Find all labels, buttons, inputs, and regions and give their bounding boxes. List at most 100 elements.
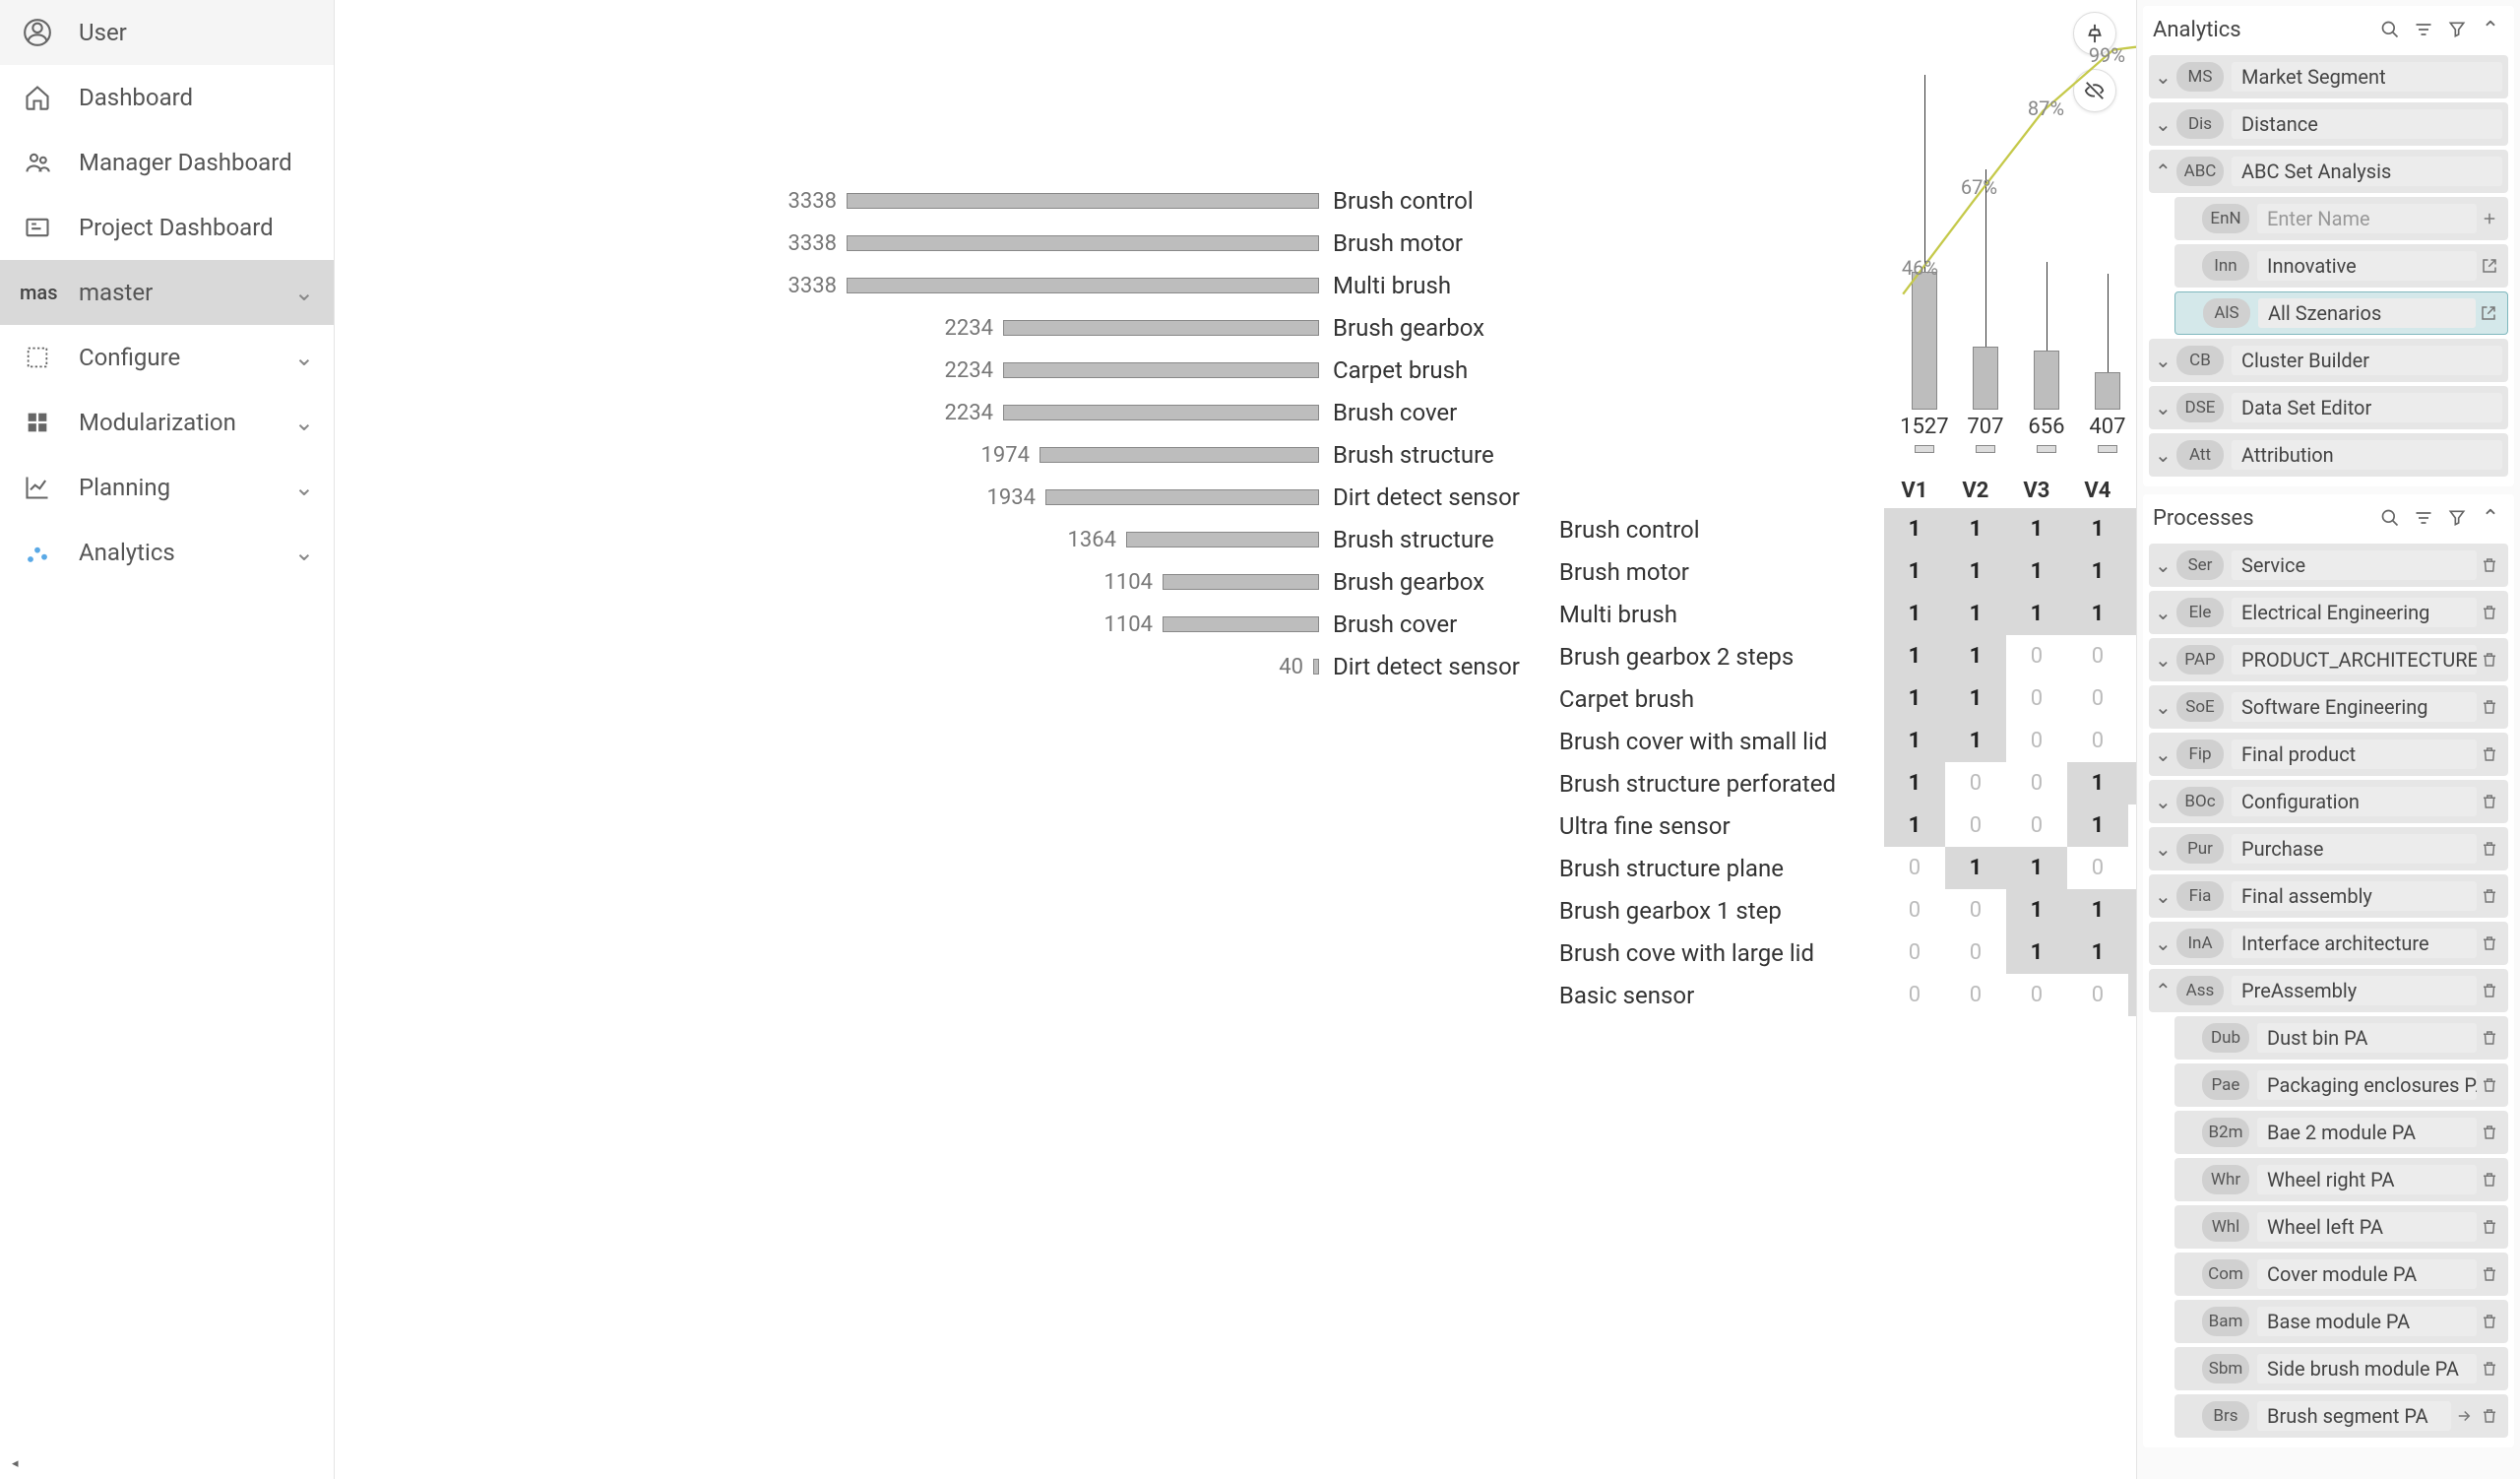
expand-icon[interactable]: ⌄ xyxy=(2155,396,2176,419)
tree-label: Wheel left PA xyxy=(2257,1212,2477,1242)
trash-icon[interactable] xyxy=(2477,1407,2502,1425)
trash-icon[interactable] xyxy=(2477,1313,2502,1330)
tree-item-pap[interactable]: ⌄ PAP PRODUCT_ARCHITECTURE Proc... xyxy=(2149,638,2508,681)
expand-icon[interactable]: ⌄ xyxy=(2155,790,2176,813)
expand-icon[interactable]: ⌄ xyxy=(2155,112,2176,136)
sidebar-group-modularization[interactable]: Modularization ⌄ xyxy=(0,390,334,455)
collapse-sidebar-button[interactable]: ◂ xyxy=(12,1456,19,1471)
collapse-icon[interactable]: ⌃ xyxy=(2477,16,2504,43)
trash-icon[interactable] xyxy=(2477,1171,2502,1189)
sidebar-item-manager-dashboard[interactable]: Manager Dashboard xyxy=(0,130,334,195)
sort-icon[interactable] xyxy=(2410,16,2437,43)
tree-item-als[interactable]: AlS All Szenarios xyxy=(2174,291,2508,335)
expand-icon[interactable]: ⌄ xyxy=(2155,65,2176,89)
expand-icon[interactable]: ⌄ xyxy=(2155,648,2176,672)
sidebar-group-configure[interactable]: Configure ⌄ xyxy=(0,325,334,390)
tree-item-abc[interactable]: ⌃ ABC ABC Set Analysis xyxy=(2149,150,2508,193)
expand-icon[interactable]: ⌃ xyxy=(2155,979,2176,1002)
matrix-row: Multi brush 11111 xyxy=(1559,593,2136,635)
open-icon[interactable] xyxy=(2477,257,2502,275)
tree-item-bam[interactable]: Bam Base module PA xyxy=(2174,1300,2508,1343)
tree-label[interactable]: Enter Name xyxy=(2257,204,2477,233)
tree-item-ass[interactable]: ⌃ Ass PreAssembly xyxy=(2149,969,2508,1012)
trash-icon[interactable] xyxy=(2477,1029,2502,1047)
collapse-icon[interactable]: ⌃ xyxy=(2477,504,2504,532)
tree-item-ser[interactable]: ⌄ Ser Service xyxy=(2149,544,2508,587)
tree-item-ina[interactable]: ⌄ InA Interface architecture xyxy=(2149,922,2508,965)
filter-icon[interactable] xyxy=(2443,16,2471,43)
expand-icon[interactable]: ⌄ xyxy=(2155,884,2176,908)
search-icon[interactable] xyxy=(2376,16,2404,43)
tree-abbr: PAP xyxy=(2176,645,2224,675)
matrix-cell: 0 xyxy=(2006,720,2067,762)
expand-icon[interactable]: ⌄ xyxy=(2155,742,2176,766)
sort-icon[interactable] xyxy=(2410,504,2437,532)
trash-icon[interactable] xyxy=(2477,1076,2502,1094)
tree-item-soe[interactable]: ⌄ SoE Software Engineering xyxy=(2149,685,2508,729)
trash-icon[interactable] xyxy=(2477,745,2502,763)
expand-icon[interactable]: ⌄ xyxy=(2155,349,2176,372)
tree-item-whl[interactable]: Whl Wheel left PA xyxy=(2174,1205,2508,1249)
expand-icon[interactable]: ⌄ xyxy=(2155,443,2176,467)
sidebar-item-project-dashboard[interactable]: Project Dashboard xyxy=(0,195,334,260)
trash-icon[interactable] xyxy=(2477,698,2502,716)
trash-icon[interactable] xyxy=(2477,1360,2502,1378)
tree-item-com[interactable]: Com Cover module PA xyxy=(2174,1253,2508,1296)
hbar-value: 3338 xyxy=(738,189,837,214)
trash-icon[interactable] xyxy=(2477,651,2502,669)
matrix-cell: 1 xyxy=(2067,550,2128,593)
trash-icon[interactable] xyxy=(2477,982,2502,999)
trash-icon[interactable] xyxy=(2477,604,2502,621)
sidebar-group-analytics[interactable]: Analytics ⌄ xyxy=(0,520,334,585)
tree-item-pae[interactable]: Pae Packaging enclosures PA xyxy=(2174,1063,2508,1107)
trash-icon[interactable] xyxy=(2477,793,2502,810)
tree-item-fia[interactable]: ⌄ Fia Final assembly xyxy=(2149,874,2508,918)
trash-icon[interactable] xyxy=(2477,1124,2502,1141)
tree-item-ms[interactable]: ⌄ MS Market Segment xyxy=(2149,55,2508,98)
tree-label: Service xyxy=(2232,550,2477,580)
trash-icon[interactable] xyxy=(2477,887,2502,905)
matrix-header: V1 xyxy=(1884,473,1945,508)
filter-icon[interactable] xyxy=(2443,504,2471,532)
tree-item-inn[interactable]: Inn Innovative xyxy=(2174,244,2508,288)
tree-item-boc[interactable]: ⌄ BOc Configuration xyxy=(2149,780,2508,823)
chevron-down-icon: ⌄ xyxy=(294,279,314,306)
expand-icon[interactable]: ⌄ xyxy=(2155,695,2176,719)
tree-item-ele[interactable]: ⌄ Ele Electrical Engineering xyxy=(2149,591,2508,634)
tree-item-b2m[interactable]: B2m Bae 2 module PA xyxy=(2174,1111,2508,1154)
tree-item-att[interactable]: ⌄ Att Attribution xyxy=(2149,433,2508,477)
expand-icon[interactable]: ⌄ xyxy=(2155,553,2176,577)
arrow-icon[interactable] xyxy=(2451,1407,2477,1425)
tree-item-sbm[interactable]: Sbm Side brush module PA xyxy=(2174,1347,2508,1390)
tree-item-fip[interactable]: ⌄ Fip Final product xyxy=(2149,733,2508,776)
expand-icon[interactable]: ⌄ xyxy=(2155,837,2176,861)
tree-abbr: InA xyxy=(2176,929,2224,958)
tree-item-cb[interactable]: ⌄ CB Cluster Builder xyxy=(2149,339,2508,382)
sidebar-item-dashboard[interactable]: Dashboard xyxy=(0,65,334,130)
matrix-cell: 0 xyxy=(1945,889,2006,932)
sidebar-item-master[interactable]: mas master ⌄ xyxy=(0,260,334,325)
trash-icon[interactable] xyxy=(2477,1218,2502,1236)
tree-abbr: Ser xyxy=(2176,550,2224,580)
search-icon[interactable] xyxy=(2376,504,2404,532)
tree-item-enn[interactable]: EnN Enter Name xyxy=(2174,197,2508,240)
configure-icon xyxy=(20,340,55,375)
trash-icon[interactable] xyxy=(2477,1265,2502,1283)
user-menu[interactable]: User xyxy=(0,0,334,65)
plus-icon[interactable] xyxy=(2477,210,2502,227)
tree-item-dis[interactable]: ⌄ Dis Distance xyxy=(2149,102,2508,146)
hbar-label: Brush structure xyxy=(1333,441,1494,469)
open-icon[interactable] xyxy=(2476,304,2501,322)
expand-icon[interactable]: ⌄ xyxy=(2155,932,2176,955)
tree-item-dse[interactable]: ⌄ DSE Data Set Editor xyxy=(2149,386,2508,429)
tree-item-pur[interactable]: ⌄ Pur Purchase xyxy=(2149,827,2508,870)
trash-icon[interactable] xyxy=(2477,556,2502,574)
trash-icon[interactable] xyxy=(2477,934,2502,952)
sidebar-group-planning[interactable]: Planning ⌄ xyxy=(0,455,334,520)
tree-item-dub[interactable]: Dub Dust bin PA xyxy=(2174,1016,2508,1060)
tree-item-brs[interactable]: Brs Brush segment PA xyxy=(2174,1394,2508,1438)
trash-icon[interactable] xyxy=(2477,840,2502,858)
expand-icon[interactable]: ⌄ xyxy=(2155,601,2176,624)
expand-icon[interactable]: ⌃ xyxy=(2155,160,2176,183)
tree-item-whr[interactable]: Whr Wheel right PA xyxy=(2174,1158,2508,1201)
